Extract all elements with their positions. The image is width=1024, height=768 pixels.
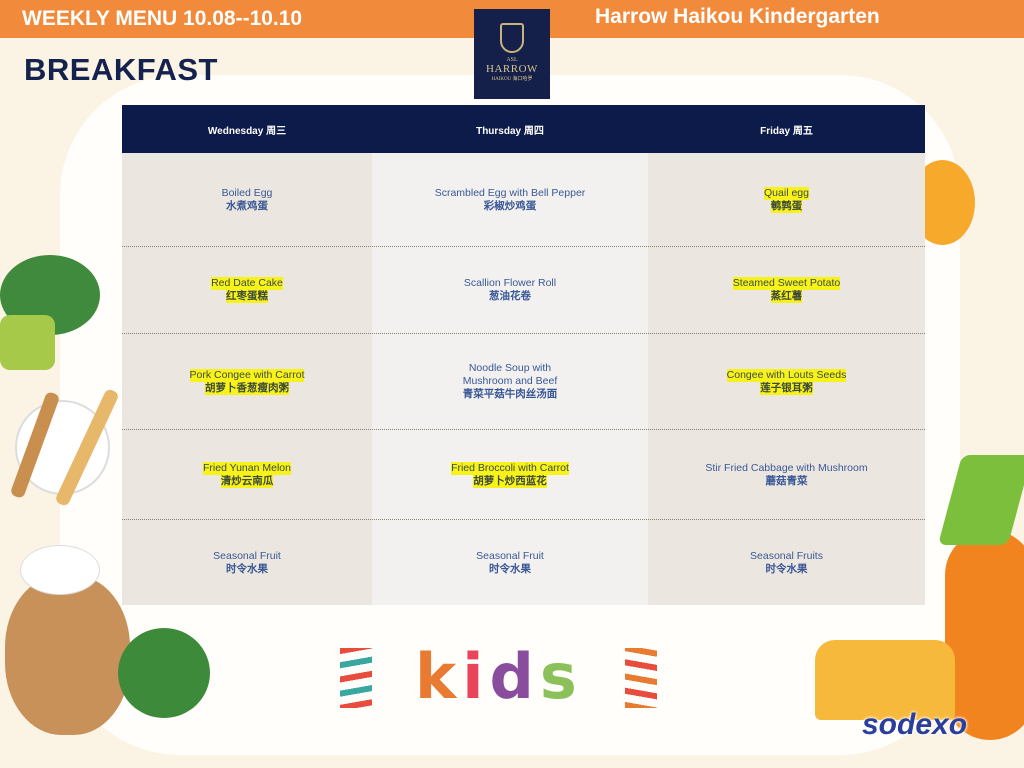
column-bg-thursday	[372, 153, 648, 605]
menu-item: Quail egg 鹌鹑蛋	[648, 153, 925, 246]
dish-name-en: Congee with Louts Seeds	[726, 368, 847, 382]
menu-item: Steamed Sweet Potato 蒸红薯	[648, 247, 925, 333]
menu-item: Fried Yunan Melon 清炒云南瓜	[122, 430, 372, 519]
table-row: Red Date Cake 红枣蛋糕 Scallion Flower Roll 葱油花…	[122, 247, 925, 334]
dish-name-en: Scallion Flower Roll	[463, 277, 557, 289]
menu-item: Pork Congee with Carrot 胡萝卜香葱瘦肉粥	[122, 334, 372, 429]
crest-icon	[500, 23, 524, 53]
table-row: Seasonal Fruit 时令水果 Seasonal Fruit 时令水果 Seas…	[122, 520, 925, 605]
dish-name-zh: 莲子银耳粥	[760, 381, 813, 395]
menu-item: Red Date Cake 红枣蛋糕	[122, 247, 372, 333]
day-header-friday: Friday 周五	[760, 125, 813, 137]
dish-name-zh: 时令水果	[489, 562, 531, 575]
dish-name-zh: 时令水果	[226, 562, 268, 575]
dish-name-zh: 葱油花卷	[489, 290, 531, 302]
logo-top: ASL	[506, 57, 518, 63]
dish-name-en: Red Date Cake	[211, 277, 283, 290]
dash-decoration-right	[625, 648, 657, 708]
dish-name-en: Seasonal Fruit	[476, 549, 544, 562]
day-header-wednesday: Wednesday 周三	[207, 125, 287, 137]
dish-name-zh: 胡萝卜香葱瘦肉粥	[205, 381, 289, 395]
dish-name-en: Fried Broccoli with Carrot	[451, 461, 569, 475]
dish-name-zh: 彩椒炒鸡蛋	[483, 199, 537, 212]
menu-item: Seasonal Fruit 时令水果	[122, 520, 372, 605]
dish-name-en: Scrambled Egg with Bell Pepper	[434, 186, 586, 199]
dish-name-en: Noodle Soup with Mushroom and Beef	[462, 362, 558, 387]
menu-item: Fried Broccoli with Carrot 胡萝卜炒西蓝花	[372, 430, 648, 519]
menu-table: Wednesday 周三 Thursday 周四 Friday 周五 Boile…	[122, 105, 925, 605]
menu-item: Boiled Egg 水煮鸡蛋	[122, 153, 372, 246]
sodexo-logo: sodexo	[862, 708, 968, 741]
dash-decoration-left	[340, 648, 372, 708]
dish-name-zh: 蘑菇青菜	[765, 474, 808, 487]
menu-item: Scallion Flower Roll 葱油花卷	[372, 247, 648, 333]
dish-name-en: Fried Yunan Melon	[203, 461, 291, 475]
cheese-icon	[815, 640, 955, 720]
dish-name-zh: 水煮鸡蛋	[226, 199, 268, 212]
dish-name-zh: 鹌鹑蛋	[770, 199, 803, 213]
kids-logo: kidskids	[415, 640, 583, 713]
table-row: Boiled Egg 水煮鸡蛋 Scrambled Egg with Bell Pe…	[122, 153, 925, 247]
dish-name-en: Seasonal Fruits	[750, 549, 823, 562]
menu-item: Congee with Louts Seeds 莲子银耳粥	[648, 334, 925, 429]
meal-title: BREAKFAST	[24, 52, 218, 87]
dish-name-en: Stir Fried Cabbage with Mushroom	[705, 461, 868, 474]
logo-sub: HAIKOU 海口哈罗	[491, 77, 533, 82]
day-header-thursday: Thursday 周四	[476, 125, 544, 137]
broccoli-character-icon	[118, 628, 210, 718]
dish-name-zh: 青菜平菇牛肉丝汤面	[462, 388, 558, 400]
logo-name: HARROW	[486, 63, 538, 75]
dish-name-en: Seasonal Fruit	[213, 549, 281, 562]
dish-name-en: Boiled Egg	[221, 186, 273, 199]
table-header: Wednesday 周三 Thursday 周四 Friday 周五	[122, 105, 925, 153]
bear-chef-icon	[5, 575, 130, 735]
dish-name-zh: 胡萝卜炒西蓝花	[473, 474, 547, 488]
table-row: Fried Yunan Melon 清炒云南瓜 Fried Broccoli wit…	[122, 430, 925, 520]
dish-name-zh: 清炒云南瓜	[220, 474, 274, 488]
week-title: WEEKLY MENU 10.08--10.10	[22, 7, 303, 30]
chef-hat-icon	[20, 545, 100, 595]
broccoli-stem-icon	[0, 315, 55, 370]
menu-item: Seasonal Fruit 时令水果	[372, 520, 648, 605]
menu-item: Stir Fried Cabbage with Mushroom 蘑菇青菜	[648, 430, 925, 519]
table-row: Pork Congee with Carrot 胡萝卜香葱瘦肉粥 Noodle So…	[122, 334, 925, 430]
dish-name-en: Steamed Sweet Potato	[732, 277, 841, 290]
dish-name-zh: 蒸红薯	[770, 290, 803, 303]
dish-name-zh: 红枣蛋糕	[226, 290, 268, 303]
school-name: Harrow Haikou Kindergarten	[595, 5, 880, 28]
dish-name-zh: 时令水果	[765, 562, 808, 575]
menu-item: Seasonal Fruits 时令水果	[648, 520, 925, 605]
dish-name-en: Quail egg	[764, 186, 809, 200]
menu-item: Scrambled Egg with Bell Pepper 彩椒炒鸡蛋	[372, 153, 648, 246]
harrow-logo: ASL HARROW HAIKOU 海口哈罗	[474, 9, 550, 99]
dish-name-en: Pork Congee with Carrot	[189, 368, 305, 382]
carrot-icon	[945, 530, 1024, 740]
menu-item: Noodle Soup with Mushroom and Beef 青菜平菇牛肉…	[372, 334, 648, 429]
